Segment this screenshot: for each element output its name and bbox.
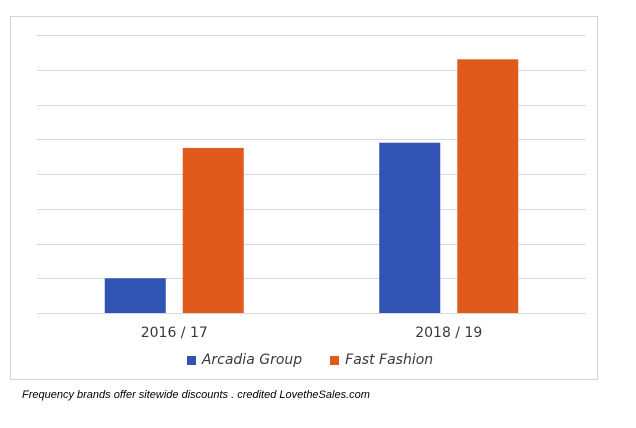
x-tick-label: 2018 / 19 — [415, 325, 482, 341]
legend-label: Arcadia Group — [201, 352, 303, 368]
bars — [104, 59, 519, 314]
legend-item: Arcadia Group — [186, 352, 303, 368]
x-tick-labels: 2016 / 17 2018 / 19 — [141, 325, 483, 341]
legend-label: Fast Fashion — [345, 352, 434, 368]
bar-fast-fashion-0 — [182, 147, 244, 313]
bar-fast-fashion-1 — [457, 59, 519, 314]
bar-arcadia-group-1 — [379, 142, 441, 313]
x-tick-label: 2016 / 17 — [141, 325, 208, 341]
legend-swatch — [330, 355, 340, 365]
legend: Arcadia Group Fast Fashion — [0, 352, 620, 368]
figure-caption: Frequency brands offer sitewide discount… — [22, 389, 370, 401]
legend-item: Fast Fashion — [330, 352, 433, 368]
legend-swatch — [186, 355, 196, 365]
bar-chart: 2016 / 17 2018 / 19 — [37, 35, 586, 341]
bar-arcadia-group-0 — [104, 278, 166, 313]
